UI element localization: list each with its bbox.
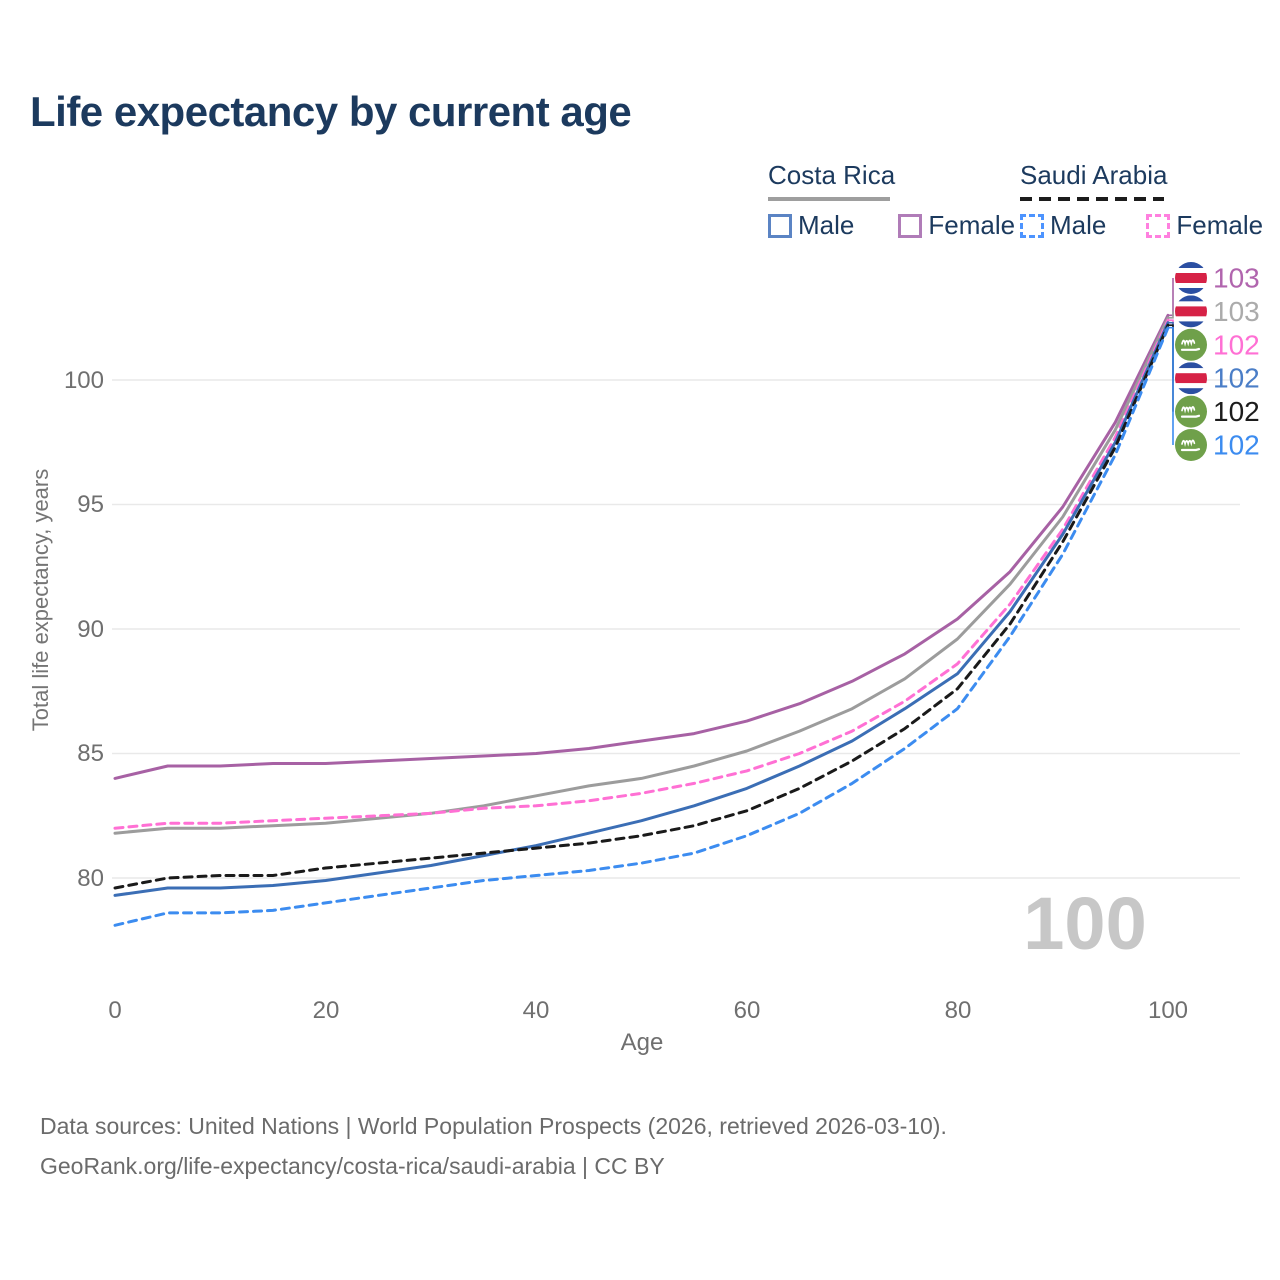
y-axis-ticks: 100 95 90 85 80 (64, 367, 104, 892)
legend: Costa Rica Male Female Saudi Arabia Male… (0, 160, 1280, 240)
series-line-saudi-arabia-all (113, 323, 1170, 890)
leader-line-costa-rica-female (1168, 278, 1174, 317)
series-line-costa-rica-all (113, 316, 1170, 835)
x-tick-label: 40 (523, 997, 550, 1024)
x-tick-label: 80 (945, 997, 972, 1024)
legend-group-costa-rica: Costa Rica Male Female (768, 160, 1015, 241)
end-value-label-costa-rica-all: 103 (1213, 296, 1260, 327)
legend-group-saudi-arabia: Saudi Arabia Male Female (1020, 160, 1263, 241)
y-axis-title: Total life expectancy, years (28, 469, 53, 732)
y-tick-label: 90 (77, 616, 104, 643)
page-title: Life expectancy by current age (30, 88, 632, 135)
flag-saudi-arabia-icon (1175, 328, 1207, 361)
end-value-label-saudi-arabia-all: 102 (1213, 396, 1260, 427)
footer: Data sources: United Nations | World Pop… (40, 1106, 947, 1186)
flag-saudi-arabia-icon (1175, 395, 1207, 428)
x-tick-label: 20 (313, 997, 340, 1024)
series-layer (113, 313, 1170, 927)
end-value-label-costa-rica-female: 103 (1213, 263, 1260, 294)
series-line-saudi-arabia-female (113, 318, 1170, 830)
legend-costa-rica-female-label[interactable]: Female (928, 210, 1016, 240)
series-line-costa-rica-female (113, 313, 1170, 780)
series-line-saudi-arabia-male (113, 326, 1170, 927)
x-tick-label: 0 (108, 997, 121, 1024)
legend-saudi-arabia-female-label[interactable]: Female (1176, 210, 1264, 240)
x-axis-ticks: 0 20 40 60 80 100 (108, 997, 1188, 1024)
source-url-text[interactable]: GeoRank.org/life-expectancy/costa-rica/s… (40, 1153, 665, 1179)
y-tick-label: 85 (77, 740, 104, 767)
legend-saudi-arabia-label[interactable]: Saudi Arabia (1020, 160, 1168, 190)
legend-costa-rica-line-key (768, 197, 890, 201)
legend-saudi-arabia-male-swatch[interactable] (1020, 213, 1044, 238)
legend-saudi-arabia-female-swatch[interactable] (1146, 213, 1171, 238)
leader-line-saudi-arabia-male (1168, 326, 1174, 445)
flag-saudi-arabia-icon (1175, 429, 1207, 461)
gridlines (112, 379, 1240, 879)
legend-costa-rica-female-swatch[interactable] (898, 213, 923, 238)
x-tick-label: 100 (1148, 997, 1188, 1024)
flag-costa-rica-icon (1175, 262, 1207, 294)
end-value-label-costa-rica-male: 102 (1213, 363, 1260, 394)
leader-line-costa-rica-all (1168, 311, 1174, 319)
legend-costa-rica-male-label[interactable]: Male (798, 210, 855, 240)
y-tick-label: 95 (77, 491, 104, 518)
flag-costa-rica-icon (1175, 362, 1207, 395)
legend-saudi-arabia-line-key (1020, 197, 1164, 201)
y-tick-label: 80 (77, 865, 104, 892)
legend-costa-rica-male-swatch[interactable] (768, 213, 792, 238)
end-value-label-saudi-arabia-male: 102 (1213, 430, 1260, 461)
series-line-costa-rica-male (113, 321, 1170, 897)
x-axis-title: Age (621, 1029, 664, 1056)
flag-costa-rica-icon (1175, 295, 1207, 328)
x-tick-label: 60 (734, 997, 761, 1024)
hover-age-watermark: 100 (1023, 882, 1146, 965)
end-value-label-saudi-arabia-female: 102 (1213, 329, 1260, 360)
y-tick-label: 100 (64, 367, 104, 394)
legend-saudi-arabia-male-label[interactable]: Male (1050, 210, 1107, 240)
data-sources-text: Data sources: United Nations | World Pop… (40, 1113, 947, 1139)
legend-costa-rica-label[interactable]: Costa Rica (768, 160, 896, 190)
